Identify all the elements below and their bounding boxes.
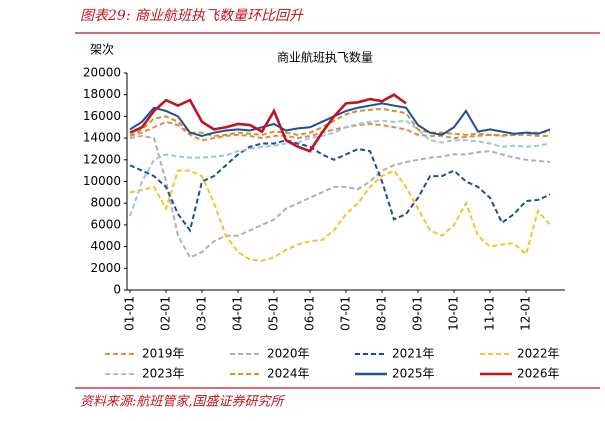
x-tick-label: 12-01 (519, 296, 533, 331)
chart-title: 商业航班执飞数量 (277, 50, 373, 65)
y-tick-label: 4000 (90, 239, 121, 253)
y-axis-label: 架次 (90, 43, 114, 57)
series-line (129, 119, 551, 217)
x-tick-label: 09-01 (411, 296, 425, 331)
legend-label: 2024年 (267, 367, 310, 381)
y-tick-label: 12000 (83, 152, 121, 166)
series-line (129, 93, 407, 153)
header-title: 图表29: 商业航班执飞数量环比回升 (80, 8, 304, 24)
legend-label: 2020年 (267, 347, 310, 361)
y-tick-label: 0 (113, 283, 121, 297)
x-tick-label: 02-01 (159, 296, 173, 331)
series-line (129, 102, 551, 137)
series-line (129, 139, 551, 233)
legend-label: 2021年 (392, 347, 435, 361)
x-tick-label: 01-01 (123, 296, 137, 331)
legend-label: 2026年 (517, 367, 560, 381)
legend-label: 2025年 (392, 367, 435, 381)
legend-label: 2019年 (142, 347, 185, 361)
y-tick-label: 16000 (83, 109, 121, 123)
x-tick-label: 11-01 (483, 296, 497, 331)
y-tick-label: 8000 (90, 196, 121, 210)
legend-label: 2022年 (517, 347, 560, 361)
footer-source: 资料来源:航班管家,国盛证券研究所 (80, 394, 286, 410)
series-line (129, 120, 551, 142)
x-tick-label: 03-01 (195, 296, 209, 331)
series-line (129, 134, 551, 259)
series-line (129, 169, 551, 262)
series-line (129, 107, 550, 137)
x-tick-label: 05-01 (267, 296, 281, 331)
y-tick-label: 20000 (83, 66, 121, 80)
x-tick-label: 04-01 (231, 296, 245, 331)
legend-label: 2023年 (142, 367, 185, 381)
y-tick-label: 6000 (90, 217, 121, 231)
y-tick-label: 2000 (90, 261, 121, 275)
x-tick-label: 06-01 (303, 296, 317, 331)
y-tick-label: 18000 (83, 87, 121, 101)
y-tick-label: 14000 (83, 131, 121, 145)
x-tick-label: 08-01 (375, 296, 389, 331)
x-tick-label: 10-01 (447, 296, 461, 331)
y-tick-label: 10000 (83, 174, 121, 188)
x-tick-label: 07-01 (339, 296, 353, 331)
